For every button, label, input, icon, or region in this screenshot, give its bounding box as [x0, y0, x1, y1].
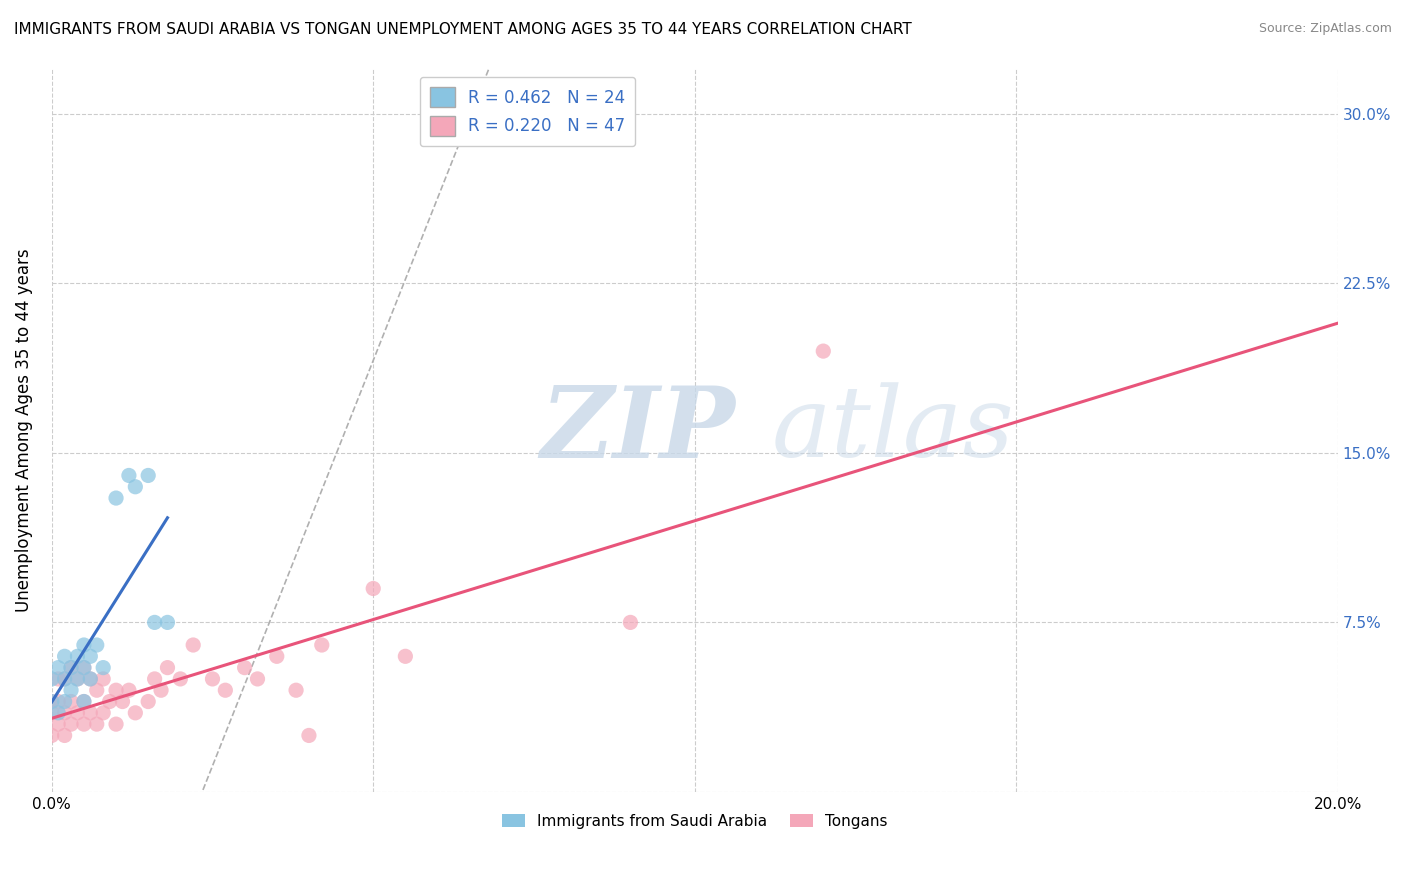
Point — [246, 672, 269, 686]
Point — [118, 683, 141, 698]
Point — [60, 683, 83, 698]
Point — [66, 706, 89, 720]
Point — [53, 672, 76, 686]
Point — [41, 694, 63, 708]
Point — [66, 649, 89, 664]
Point — [79, 706, 101, 720]
Point — [136, 694, 159, 708]
Point — [111, 694, 134, 708]
Text: atlas: atlas — [772, 383, 1015, 478]
Point — [53, 694, 76, 708]
Point — [143, 615, 166, 630]
Point — [41, 672, 63, 686]
Point — [60, 694, 83, 708]
Point — [60, 660, 83, 674]
Point — [60, 660, 83, 674]
Point — [66, 672, 89, 686]
Point — [285, 683, 308, 698]
Point — [136, 468, 159, 483]
Point — [214, 683, 236, 698]
Point — [73, 717, 96, 731]
Point — [105, 717, 128, 731]
Point — [266, 649, 288, 664]
Point — [79, 672, 101, 686]
Point — [813, 344, 835, 359]
Point — [91, 660, 114, 674]
Point — [53, 649, 76, 664]
Point — [105, 683, 128, 698]
Point — [150, 683, 173, 698]
Point — [46, 694, 69, 708]
Point — [311, 638, 333, 652]
Point — [73, 660, 96, 674]
Point — [156, 615, 179, 630]
Point — [73, 638, 96, 652]
Point — [46, 660, 69, 674]
Point — [91, 672, 114, 686]
Text: IMMIGRANTS FROM SAUDI ARABIA VS TONGAN UNEMPLOYMENT AMONG AGES 35 TO 44 YEARS CO: IMMIGRANTS FROM SAUDI ARABIA VS TONGAN U… — [14, 22, 912, 37]
Point — [73, 694, 96, 708]
Point — [169, 672, 191, 686]
Point — [53, 672, 76, 686]
Point — [73, 694, 96, 708]
Point — [86, 683, 108, 698]
Point — [53, 728, 76, 742]
Point — [86, 638, 108, 652]
Point — [86, 717, 108, 731]
Point — [98, 694, 121, 708]
Point — [124, 706, 146, 720]
Point — [46, 672, 69, 686]
Point — [105, 491, 128, 505]
Point — [619, 615, 641, 630]
Point — [46, 706, 69, 720]
Point — [79, 672, 101, 686]
Point — [361, 582, 384, 596]
Text: Source: ZipAtlas.com: Source: ZipAtlas.com — [1258, 22, 1392, 36]
Point — [394, 649, 416, 664]
Point — [41, 728, 63, 742]
Point — [233, 660, 256, 674]
Point — [79, 649, 101, 664]
Point — [156, 660, 179, 674]
Point — [73, 660, 96, 674]
Point — [41, 706, 63, 720]
Legend: Immigrants from Saudi Arabia, Tongans: Immigrants from Saudi Arabia, Tongans — [496, 807, 894, 835]
Point — [41, 694, 63, 708]
Point — [53, 706, 76, 720]
Point — [201, 672, 224, 686]
Point — [124, 480, 146, 494]
Text: ZIP: ZIP — [540, 382, 735, 478]
Point — [91, 706, 114, 720]
Point — [60, 717, 83, 731]
Point — [181, 638, 204, 652]
Point — [143, 672, 166, 686]
Point — [66, 672, 89, 686]
Point — [46, 717, 69, 731]
Point — [118, 468, 141, 483]
Point — [298, 728, 321, 742]
Y-axis label: Unemployment Among Ages 35 to 44 years: Unemployment Among Ages 35 to 44 years — [15, 249, 32, 612]
